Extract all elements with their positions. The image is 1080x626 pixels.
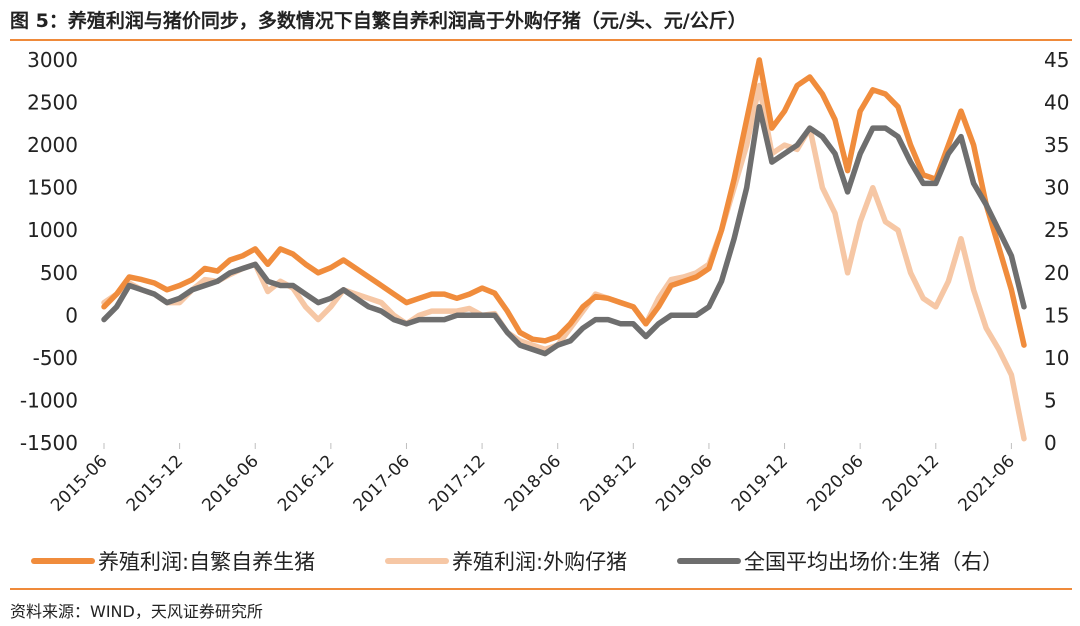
- left-y-tick-label: -1500: [20, 431, 78, 455]
- right-y-tick-label: 20: [1044, 261, 1069, 285]
- x-axis: 2015-06 2015-12 2016-06 2016-12 2017-06 2017-…: [47, 443, 1019, 516]
- x-tick-label: 2017-12: [425, 451, 489, 515]
- legend-label: 全国平均出场价:生猪（右）: [744, 550, 1003, 574]
- legend-label: 养殖利润:外购仔猪: [452, 550, 627, 574]
- right-y-tick-label: 45: [1044, 48, 1069, 72]
- x-tick-label: 2019-12: [728, 451, 792, 515]
- right-y-tick-label: 5: [1044, 388, 1057, 412]
- title-divider: [10, 39, 1072, 41]
- right-y-axis: 45 40 35 30 25 20 15 10 5 0: [1044, 48, 1069, 455]
- source-divider: [10, 588, 1072, 590]
- series-line-self-bred: [101, 57, 1027, 348]
- right-y-tick-label: 0: [1044, 431, 1057, 455]
- right-y-tick-label: 10: [1044, 346, 1069, 370]
- right-y-tick-label: 40: [1044, 91, 1069, 115]
- x-tick-label: 2018-12: [576, 451, 640, 515]
- x-tick-label: 2016-12: [274, 451, 338, 515]
- right-y-tick-label: 35: [1044, 133, 1069, 157]
- left-y-tick-label: 1000: [27, 218, 78, 242]
- left-y-tick-label: 3000: [27, 48, 78, 72]
- series-layer: [101, 57, 1027, 442]
- legend-label: 养殖利润:自繁自养生猪: [98, 550, 315, 574]
- x-tick-label: 2018-06: [501, 451, 565, 515]
- source-note: 资料来源：WIND，天风证券研究所: [10, 602, 263, 621]
- series-line-purchased: [101, 82, 1027, 442]
- left-y-axis: 3000 2500 2000 1500 1000 500 0 -500 -1000 -1500: [20, 48, 78, 455]
- right-y-tick-label: 25: [1044, 218, 1069, 242]
- left-y-tick-label: 2500: [27, 91, 78, 115]
- x-tick-label: 2017-06: [350, 451, 414, 515]
- x-tick-label: 2021-06: [955, 451, 1019, 515]
- series-line-hog-price: [101, 104, 1027, 357]
- x-tick-label: 2020-12: [879, 451, 943, 515]
- left-y-tick-label: 500: [40, 261, 78, 285]
- left-y-tick-label: 1500: [27, 176, 78, 200]
- line-chart: 2015-06 2015-12 2016-06 2016-12 2017-06 2017-…: [20, 48, 1070, 574]
- legend: 养殖利润:自繁自养生猪 养殖利润:外购仔猪 全国平均出场价:生猪（右）: [31, 550, 1003, 574]
- left-y-tick-label: -500: [33, 346, 78, 370]
- x-tick-label: 2020-06: [803, 451, 867, 515]
- x-tick-label: 2019-06: [652, 451, 716, 515]
- right-y-tick-label: 30: [1044, 176, 1069, 200]
- left-y-tick-label: 2000: [27, 133, 78, 157]
- x-tick-label: 2015-12: [123, 451, 187, 515]
- chart-title: 图 5：养殖利润与猪价同步，多数情况下自繁自养利润高于外购仔猪（元/头、元/公斤…: [10, 10, 747, 32]
- right-y-tick-label: 15: [1044, 303, 1069, 327]
- left-y-tick-label: -1000: [20, 388, 78, 412]
- x-tick-label: 2015-06: [47, 451, 111, 515]
- left-y-tick-label: 0: [65, 303, 78, 327]
- x-tick-label: 2016-06: [198, 451, 262, 515]
